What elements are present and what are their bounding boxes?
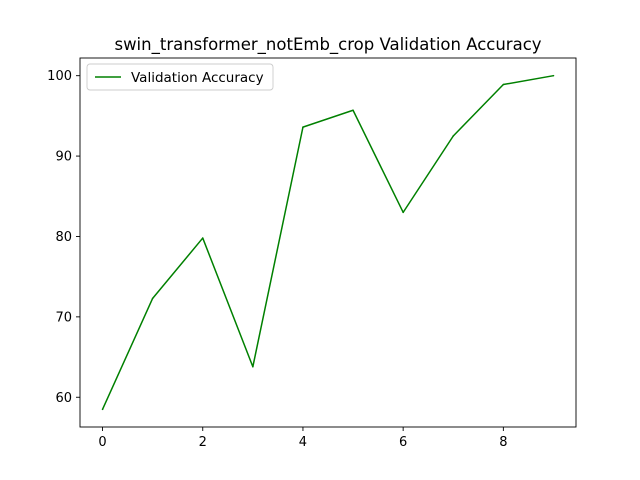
y-tick-label-90: 90 bbox=[55, 150, 72, 165]
legend-box bbox=[86, 63, 274, 91]
data-point-0-7 bbox=[452, 135, 455, 137]
x-tick-label-0: 0 bbox=[98, 435, 106, 450]
series-layer bbox=[101, 74, 555, 411]
data-point-0-8 bbox=[502, 83, 505, 86]
x-axis: 0 2 4 6 8 bbox=[98, 427, 507, 450]
chart-title: swin_transformer_notEmb_crop Validation … bbox=[114, 35, 541, 55]
x-tick-label-8: 8 bbox=[499, 435, 507, 450]
y-tick-label-100: 100 bbox=[47, 69, 72, 84]
data-point-0-0 bbox=[101, 408, 104, 411]
data-point-0-2 bbox=[201, 237, 204, 239]
series-line-0 bbox=[101, 74, 554, 410]
data-point-0-1 bbox=[151, 297, 154, 300]
legend: Validation Accuracy bbox=[86, 63, 274, 91]
x-tick-label-6: 6 bbox=[399, 435, 407, 450]
y-tick-label-60: 60 bbox=[55, 391, 72, 406]
y-tick-label-80: 80 bbox=[55, 230, 72, 245]
legend-label-0: Validation Accuracy bbox=[131, 70, 264, 86]
data-point-0-4 bbox=[302, 126, 304, 128]
y-tick-label-70: 70 bbox=[55, 310, 72, 325]
plot-frame bbox=[79, 57, 577, 428]
data-point-0-5 bbox=[352, 109, 354, 112]
y-axis: 60 70 80 90 100 bbox=[47, 69, 80, 406]
data-point-0-6 bbox=[402, 211, 404, 214]
x-tick-label-2: 2 bbox=[199, 435, 207, 450]
data-point-0-9 bbox=[552, 74, 555, 77]
x-tick-label-4: 4 bbox=[299, 435, 307, 450]
plot-area bbox=[79, 57, 577, 428]
data-point-0-3 bbox=[252, 365, 254, 368]
